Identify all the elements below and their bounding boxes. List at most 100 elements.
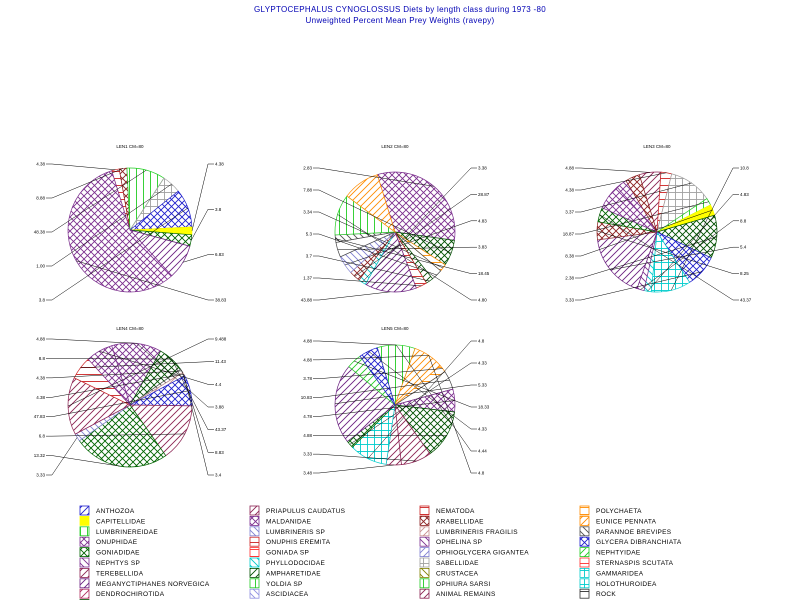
- legend-swatch: [579, 578, 590, 589]
- slice-label: 3.34: [303, 210, 312, 215]
- legend-swatch: [579, 536, 590, 547]
- legend-item: YOLDIA SP: [249, 578, 302, 589]
- slice-label: 3.83: [478, 245, 487, 250]
- legend-swatch: [579, 557, 590, 568]
- legend-item: CAPITELLIDAE: [79, 516, 146, 526]
- legend-label: OPHIOGLYCERA GIGANTEA: [436, 550, 529, 557]
- leader-line: [313, 379, 450, 398]
- legend-swatch: [249, 588, 260, 599]
- leader-line: [182, 254, 214, 263]
- leader-line: [46, 370, 182, 379]
- legend-label: ARABELLIDAE: [436, 518, 484, 525]
- leader-line: [610, 246, 739, 271]
- slice-label: 3.88: [215, 405, 224, 410]
- slice-label: 4.78: [303, 414, 312, 419]
- slice-label: 4.33: [478, 427, 487, 432]
- leader-line: [313, 368, 443, 379]
- leader-line: [596, 230, 739, 274]
- slice-label: 5.3: [306, 232, 313, 237]
- slice-label: 4.8: [478, 339, 485, 344]
- leader-line: [190, 209, 214, 241]
- slice-label: 8.25: [740, 271, 749, 276]
- legend-label: NEMATODA: [436, 508, 475, 515]
- legend-swatch: [579, 547, 590, 557]
- pie-chart-5: LEN5 CM=80 4.88 4.88 3.78 10.83 4.78 4.88 3.33 3…: [301, 326, 490, 476]
- pie-chart-3: LEN3 CM=80 4.88 4.38 3.37 18.87 8.38 2.38 3.33 1…: [563, 144, 752, 303]
- legend-label: GLYCERA DIBRANCHIATA: [596, 539, 682, 546]
- slice-label: 4.88: [303, 339, 312, 344]
- pie-title: LEN4 CM=80: [116, 326, 144, 331]
- leader-line: [136, 343, 214, 408]
- slice-label: 6.83: [215, 252, 224, 257]
- leader-line: [575, 182, 692, 213]
- slice-label: 4.88: [303, 357, 312, 362]
- pie-slice: [78, 404, 167, 468]
- slice-label: 3.48: [303, 471, 312, 476]
- leader-line: [313, 233, 437, 276]
- legend-item: PRIAPULUS CAUDATUS: [249, 505, 345, 516]
- legend-label: GONIADA SP: [266, 550, 309, 557]
- legend-item: GONIADIDAE: [79, 547, 140, 557]
- legend-swatch: [419, 516, 430, 526]
- pie-title: LEN1 CM=80: [116, 144, 144, 149]
- legend-swatch: [79, 547, 90, 557]
- pie-chart-4: LEN4 CM=80 4.88 8.8 4.38 4.38 47.83 6.8 13.32 3.…: [34, 326, 227, 478]
- legend-swatch: [249, 536, 260, 547]
- legend-label: PARANNOE BREVIPES: [596, 529, 672, 536]
- leader-line: [313, 291, 391, 301]
- leader-line: [354, 194, 477, 277]
- slice-label: 2.38: [565, 276, 574, 281]
- legend-swatch: [579, 516, 590, 526]
- legend-label: DENDROCHIROTIDA: [96, 591, 165, 598]
- leader-line: [46, 390, 191, 417]
- slice-label: 8.8: [39, 356, 46, 361]
- slice-label: 4.33: [478, 361, 487, 366]
- leader-line: [191, 163, 214, 231]
- legend-label: MALDANIDAE: [266, 518, 312, 525]
- leader-line: [313, 189, 452, 254]
- leader-line: [46, 433, 185, 437]
- leader-line: [46, 207, 189, 301]
- chart-subtitle: Unweighted Percent Mean Prey Weights (ra…: [305, 16, 495, 25]
- leader-line: [181, 370, 214, 453]
- legend-swatch: [79, 526, 90, 537]
- slice-label: 3.38: [478, 166, 487, 171]
- legend-item: TEREBELLIDA: [79, 568, 143, 578]
- legend-label: STERNASPIS SCUTATA: [596, 560, 674, 567]
- legend-swatch: [579, 568, 590, 578]
- leader-line: [670, 167, 739, 291]
- leader-line: [76, 260, 214, 301]
- slice-label: 3.33: [36, 473, 45, 478]
- legend-swatch: [79, 578, 90, 589]
- leader-line: [46, 163, 116, 170]
- leader-line: [575, 172, 667, 191]
- legend-item: GONIADA SP: [249, 547, 309, 557]
- leader-line: [354, 360, 477, 408]
- legend-item: PARANNOE BREVIPES: [579, 526, 672, 537]
- legend-swatch: [79, 588, 90, 599]
- slice-label: 3.78: [303, 376, 312, 381]
- legend-label: NEPHTYS SP: [96, 560, 140, 567]
- slice-label: 8.83: [215, 450, 224, 455]
- leader-line: [46, 437, 78, 476]
- slice-label: 38.83: [215, 298, 227, 303]
- leader-line: [313, 167, 434, 187]
- legend-swatch: [249, 516, 260, 526]
- legend-label: MEGANYCTIPHANES NORVEGICA: [96, 581, 210, 588]
- slice-label: 4.88: [565, 166, 574, 171]
- legend-swatch: [419, 588, 430, 599]
- slice-label: 47.83: [34, 414, 46, 419]
- leader-line: [575, 209, 713, 257]
- slice-label: 1.00: [36, 264, 45, 269]
- legend-item: GAMMARIDEA: [579, 568, 643, 578]
- leader-line: [313, 453, 417, 462]
- legend-item: OPHIOGLYCERA GIGANTEA: [419, 547, 529, 557]
- slice-label: 4.44: [478, 449, 487, 454]
- legend-item: SABELLIDAE: [419, 557, 479, 568]
- slice-label: 4.4: [215, 382, 222, 387]
- legend-label: CRUSTACEA: [436, 570, 479, 577]
- legend-item: LUMBRINERIS SP: [249, 526, 325, 537]
- slice-label: 4.88: [303, 433, 312, 438]
- leader-line: [349, 362, 477, 445]
- leader-line: [599, 214, 739, 301]
